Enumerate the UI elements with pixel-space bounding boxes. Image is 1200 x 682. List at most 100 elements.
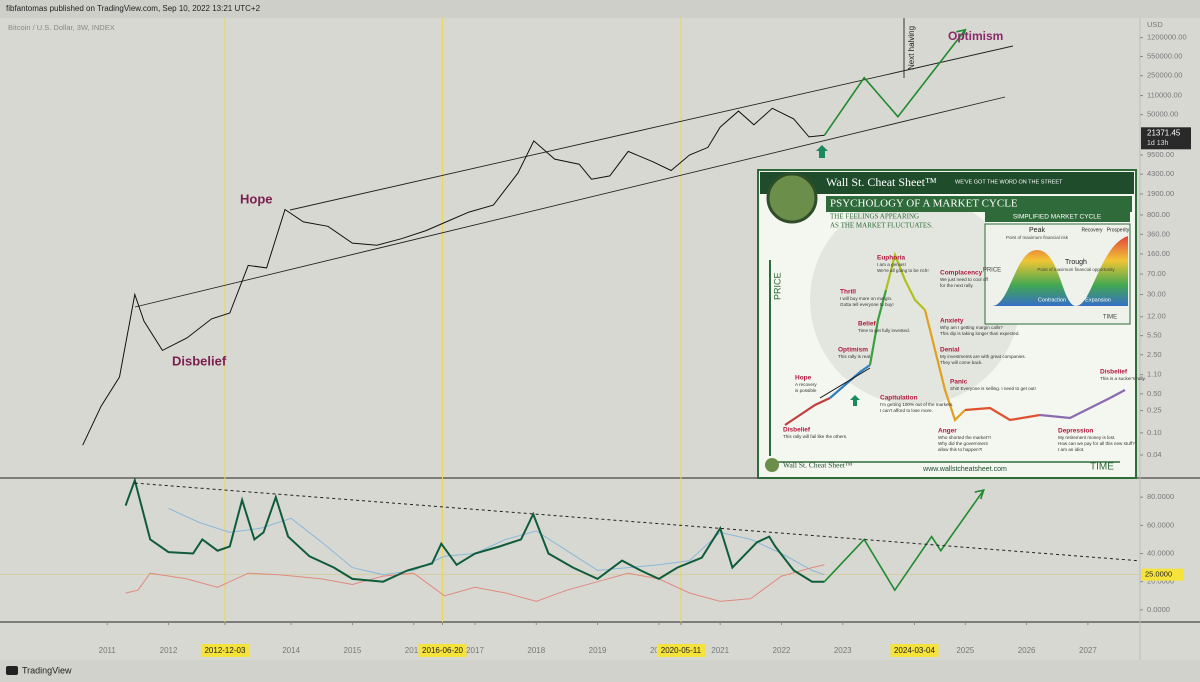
tagline: WE'VE GOT THE WORD ON THE STREET <box>955 179 1063 185</box>
box-title: SIMPLIFIED MARKET CYCLE <box>1013 214 1102 221</box>
stage-quote: A recovery <box>795 382 817 387</box>
stage-quote: Who shorted the market?! <box>938 435 991 440</box>
stage-name: Anger <box>938 428 957 435</box>
series-line <box>82 107 825 446</box>
y-tick-label: 0.50 <box>1147 389 1162 398</box>
x-tick-label: 2016-06-20 <box>422 646 463 655</box>
y-tick-label: 40.0000 <box>1147 549 1174 558</box>
footer-logo <box>6 666 18 675</box>
cycle-curve <box>1039 389 1126 420</box>
y-tick-label: 0.25 <box>1147 406 1162 415</box>
box-label: TIME <box>1103 315 1117 321</box>
stage-quote: My investments are with great companies. <box>940 354 1026 359</box>
level-marker <box>1141 568 1183 581</box>
x-tick-label: 2012 <box>160 646 178 655</box>
stage-name: Hope <box>795 375 812 382</box>
y-tick-label: 12.00 <box>1147 312 1166 321</box>
x-tick-label: 2024-03-04 <box>894 646 935 655</box>
y-tick-label: 50000.00 <box>1147 110 1178 119</box>
cycle-curve <box>868 289 888 366</box>
axis-unit: USD <box>1147 20 1163 29</box>
arrowhead <box>956 28 967 40</box>
stage-name: Anxiety <box>940 318 964 325</box>
stage-quote: I am an idiot. <box>1058 447 1084 452</box>
stage-name: Optimism <box>838 347 868 354</box>
stage-name: Disbelief <box>1100 369 1128 376</box>
x-tick-label: 2014 <box>282 646 300 655</box>
y-tick-label: 160.00 <box>1147 249 1170 258</box>
cycle-curve <box>964 406 1041 422</box>
stage-name: Capitulation <box>880 395 918 402</box>
header-bar <box>0 0 1200 18</box>
y-tick-label: 800.00 <box>1147 210 1170 219</box>
stage-quote: is possible <box>795 388 817 393</box>
logo <box>766 172 818 224</box>
x-tick-label: 2022 <box>773 646 791 655</box>
series-line <box>124 476 825 583</box>
stage-name: Disbelief <box>783 427 811 434</box>
brand: Wall St. Cheat Sheet™ <box>826 175 937 189</box>
stage-quote: My retirement money is lost. <box>1058 435 1115 440</box>
date-highlight <box>890 644 939 657</box>
x-tick-label: 2016 <box>405 646 423 655</box>
channel-lower <box>134 96 1006 308</box>
stage-quote: How can we pay for all this new stuff? <box>1058 441 1135 446</box>
series-line <box>168 507 825 576</box>
cycle-curve <box>884 251 926 311</box>
infographic: Wall St. Cheat Sheet™ WE'VE GOT THE WORD … <box>757 169 1146 479</box>
y-tick-label: 250000.00 <box>1147 71 1182 80</box>
y-tick-label: 70.00 <box>1147 269 1166 278</box>
y-tick-label: 1900.00 <box>1147 189 1174 198</box>
stage-quote: I am a genius! <box>877 262 906 267</box>
annotation: Optimism <box>948 29 1003 43</box>
arrowhead <box>974 489 985 500</box>
box-label: Point of maximum financial opportunity <box>1037 267 1115 272</box>
y-tick-label: 0.0000 <box>1147 605 1170 614</box>
footer-band <box>760 456 1134 476</box>
x-tick-label: 2012-12-03 <box>204 646 245 655</box>
stage-quote: This dip is taking longer than expected. <box>940 331 1020 336</box>
subtitle: THE FEELINGS APPEARING <box>830 213 919 221</box>
box-label: PRICE <box>983 268 1001 274</box>
date-highlight <box>656 644 705 657</box>
y-tick-label: 30.00 <box>1147 290 1166 299</box>
header-band <box>760 172 1134 194</box>
logo-small <box>765 458 779 472</box>
y-tick-label: 110000.00 <box>1147 91 1182 100</box>
box-curve <box>992 236 1128 306</box>
cycle-curve <box>784 397 831 426</box>
level-label: 25.0000 <box>1145 570 1172 579</box>
box-label: Point of maximum financial risk <box>1006 235 1069 240</box>
x-tick-label: 2025 <box>956 646 974 655</box>
stage-quote: This rally will fail like the others. <box>783 434 847 439</box>
stage-name: Denial <box>940 347 960 354</box>
y-tick-label: 550000.00 <box>1147 52 1182 61</box>
y-tick-label: 5.50 <box>1147 331 1162 340</box>
stage-quote: This is a sucker's rally. <box>1100 376 1146 381</box>
trend-mini <box>819 367 871 399</box>
x-tick-label: 2011 <box>99 646 117 655</box>
stage-name: Belief <box>858 321 877 328</box>
stage-quote: Gotta tell everyone to buy! <box>840 302 894 307</box>
stage-quote: Why did the government <box>938 441 989 446</box>
y-tick-label: 1200000.00 <box>1147 33 1187 42</box>
stage-quote: Time to get fully invested. <box>858 328 910 333</box>
x-tick-label: 2020-05-11 <box>661 646 702 655</box>
cycle-curve <box>923 309 966 423</box>
stage-name: Panic <box>950 379 968 386</box>
y-tick-label: 0.10 <box>1147 428 1162 437</box>
brand-small: Wall St. Cheat Sheet™ <box>783 461 853 470</box>
annotation: Next halving <box>907 26 916 70</box>
channel-upper <box>289 45 1014 211</box>
stage-name: Complacency <box>940 270 983 277</box>
box-label: Expansion <box>1085 297 1111 303</box>
stage-name: Thrill <box>840 289 856 296</box>
y-tick-label: 1.10 <box>1147 370 1162 379</box>
title-band <box>826 196 1132 212</box>
header-text: fibfantomas published on TradingView.com… <box>6 4 261 13</box>
y-tick-label: 20.0000 <box>1147 577 1174 586</box>
stage-quote: allow this to happen?! <box>938 447 982 452</box>
axis-price: PRICE <box>772 272 782 300</box>
axis-time: TIME <box>1090 462 1114 473</box>
